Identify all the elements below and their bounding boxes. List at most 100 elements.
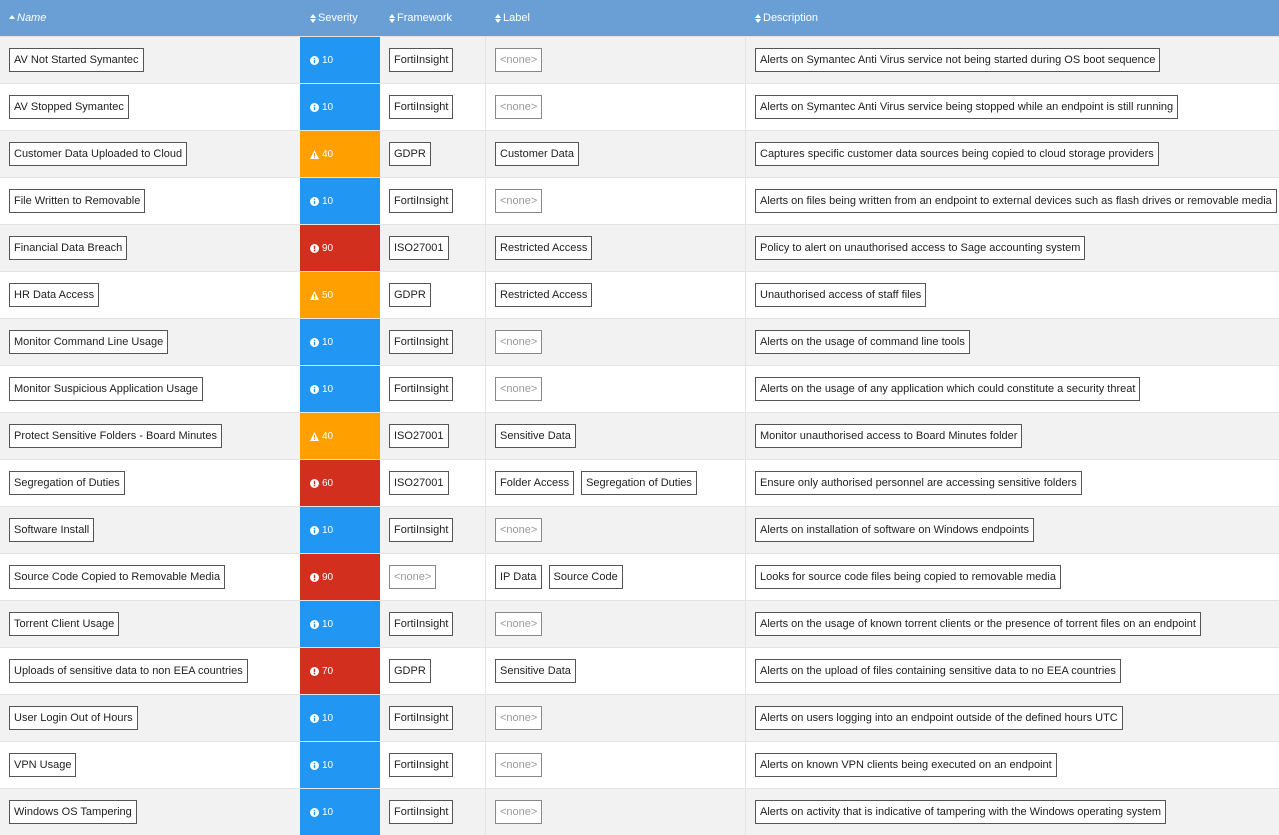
column-title: Description xyxy=(763,12,819,24)
severity-icon xyxy=(310,478,319,488)
description-cell: Alerts on known VPN clients being execut… xyxy=(746,741,1279,788)
sort-icon xyxy=(495,13,501,23)
policy-name: HR Data Access xyxy=(9,283,100,307)
table-row[interactable]: Customer Data Uploaded to Cloud 40 GDPR Cus… xyxy=(0,130,1279,177)
name-cell: Financial Data Breach xyxy=(0,224,300,271)
framework: FortiInsight xyxy=(389,800,454,824)
severity-value: 90 xyxy=(322,571,334,583)
label-none: <none> xyxy=(495,377,543,401)
column-header[interactable]: Severity xyxy=(300,0,380,36)
framework: FortiInsight xyxy=(389,753,454,777)
description: Alerts on the usage of any application w… xyxy=(755,377,1141,401)
severity-cell: 10 xyxy=(300,694,380,741)
description: Alerts on installation of software on Wi… xyxy=(755,518,1035,542)
table-row[interactable]: HR Data Access 50 GDPR Restricted Access Una… xyxy=(0,271,1279,318)
column-title: Name xyxy=(17,12,47,24)
description-cell: Monitor unauthorised access to Board Min… xyxy=(746,412,1279,459)
description: Alerts on files being written from an en… xyxy=(755,189,1277,213)
name-cell: Uploads of sensitive data to non EEA cou… xyxy=(0,647,300,694)
policy-name: Monitor Suspicious Application Usage xyxy=(9,377,204,401)
table-row[interactable]: Segregation of Duties 60 ISO27001 Folder Ac… xyxy=(0,459,1279,506)
framework: FortiInsight xyxy=(389,612,454,636)
table-row[interactable]: AV Stopped Symantec 10 FortiInsight <none> A… xyxy=(0,83,1279,130)
framework: GDPR xyxy=(389,142,431,166)
description-cell: Alerts on Symantec Anti Virus service no… xyxy=(746,36,1279,83)
framework-none: <none> xyxy=(389,565,437,589)
column-header[interactable]: Description xyxy=(746,0,1279,36)
framework: FortiInsight xyxy=(389,377,454,401)
table-row[interactable]: Source Code Copied to Removable Media 90 <… xyxy=(0,553,1279,600)
severity-cell: 10 xyxy=(300,177,380,224)
column-header[interactable]: Label xyxy=(486,0,746,36)
framework-cell: ISO27001 xyxy=(380,412,486,459)
severity-cell: 90 xyxy=(300,553,380,600)
policy-name: Segregation of Duties xyxy=(9,471,125,495)
description: Alerts on users logging into an endpoint… xyxy=(755,706,1123,730)
label-cell: Folder Access Segregation of Duties xyxy=(486,459,746,506)
label: Segregation of Duties xyxy=(581,471,697,495)
severity-cell: 40 xyxy=(300,130,380,177)
column-header[interactable]: Framework xyxy=(380,0,486,36)
table-row[interactable]: Monitor Command Line Usage 10 FortiInsight… xyxy=(0,318,1279,365)
framework-cell: FortiInsight xyxy=(380,694,486,741)
sort-icon xyxy=(755,13,761,23)
name-cell: Source Code Copied to Removable Media xyxy=(0,553,300,600)
label-cell: <none> xyxy=(486,600,746,647)
label-none: <none> xyxy=(495,800,543,824)
table-row[interactable]: Torrent Client Usage 10 FortiInsight <none>… xyxy=(0,600,1279,647)
table-row[interactable]: User Login Out of Hours 10 FortiInsight <no… xyxy=(0,694,1279,741)
severity-icon xyxy=(310,149,319,159)
table-row[interactable]: VPN Usage 10 FortiInsight <none> Alerts on k… xyxy=(0,741,1279,788)
label-cell: <none> xyxy=(486,365,746,412)
table-row[interactable]: Uploads of sensitive data to non EEA cou… xyxy=(0,647,1279,694)
description-cell: Policy to alert on unauthorised access t… xyxy=(746,224,1279,271)
framework: FortiInsight xyxy=(389,706,454,730)
description: Ensure only authorised personnel are acc… xyxy=(755,471,1082,495)
description-cell: Captures specific customer data sources … xyxy=(746,130,1279,177)
name-cell: AV Not Started Symantec xyxy=(0,36,300,83)
severity-value: 10 xyxy=(322,759,334,771)
severity-icon xyxy=(310,337,319,347)
severity-value: 40 xyxy=(322,430,334,442)
table-row[interactable]: Monitor Suspicious Application Usage 10 Fo… xyxy=(0,365,1279,412)
severity-icon xyxy=(310,384,319,394)
framework-cell: FortiInsight xyxy=(380,36,486,83)
name-cell: Software Install xyxy=(0,506,300,553)
description: Monitor unauthorised access to Board Min… xyxy=(755,424,1023,448)
severity-cell: 10 xyxy=(300,741,380,788)
description-cell: Alerts on activity that is indicative of… xyxy=(746,788,1279,835)
severity-cell: 10 xyxy=(300,36,380,83)
severity-icon xyxy=(310,619,319,629)
table-row[interactable]: Software Install 10 FortiInsight <none> Aler… xyxy=(0,506,1279,553)
table-row[interactable]: Windows OS Tampering 10 FortiInsight <none>… xyxy=(0,788,1279,835)
column-header[interactable]: Name xyxy=(0,0,300,36)
framework-cell: GDPR xyxy=(380,271,486,318)
table-row[interactable]: File Written to Removable 10 FortiInsight <… xyxy=(0,177,1279,224)
description-cell: Ensure only authorised personnel are acc… xyxy=(746,459,1279,506)
sort-icon xyxy=(389,13,395,23)
column-title: Framework xyxy=(397,12,453,24)
policy-name: File Written to Removable xyxy=(9,189,146,213)
label-cell: <none> xyxy=(486,318,746,365)
severity-icon xyxy=(310,666,319,676)
framework: FortiInsight xyxy=(389,95,454,119)
severity-value: 10 xyxy=(322,524,334,536)
table-row[interactable]: AV Not Started Symantec 10 FortiInsight <no… xyxy=(0,36,1279,83)
description-cell: Alerts on files being written from an en… xyxy=(746,177,1279,224)
table-row[interactable]: Protect Sensitive Folders - Board Minute… xyxy=(0,412,1279,459)
severity-value: 10 xyxy=(322,383,334,395)
framework-cell: GDPR xyxy=(380,647,486,694)
severity-value: 10 xyxy=(322,195,334,207)
label-none: <none> xyxy=(495,612,543,636)
table-row[interactable]: Financial Data Breach 90 ISO27001 Restricte… xyxy=(0,224,1279,271)
policy-name: Software Install xyxy=(9,518,95,542)
description: Alerts on Symantec Anti Virus service no… xyxy=(755,48,1161,72)
severity-icon xyxy=(310,55,319,65)
severity-value: 10 xyxy=(322,54,334,66)
severity-cell: 70 xyxy=(300,647,380,694)
description: Alerts on Symantec Anti Virus service be… xyxy=(755,95,1179,119)
framework: FortiInsight xyxy=(389,48,454,72)
label: Restricted Access xyxy=(495,283,593,307)
